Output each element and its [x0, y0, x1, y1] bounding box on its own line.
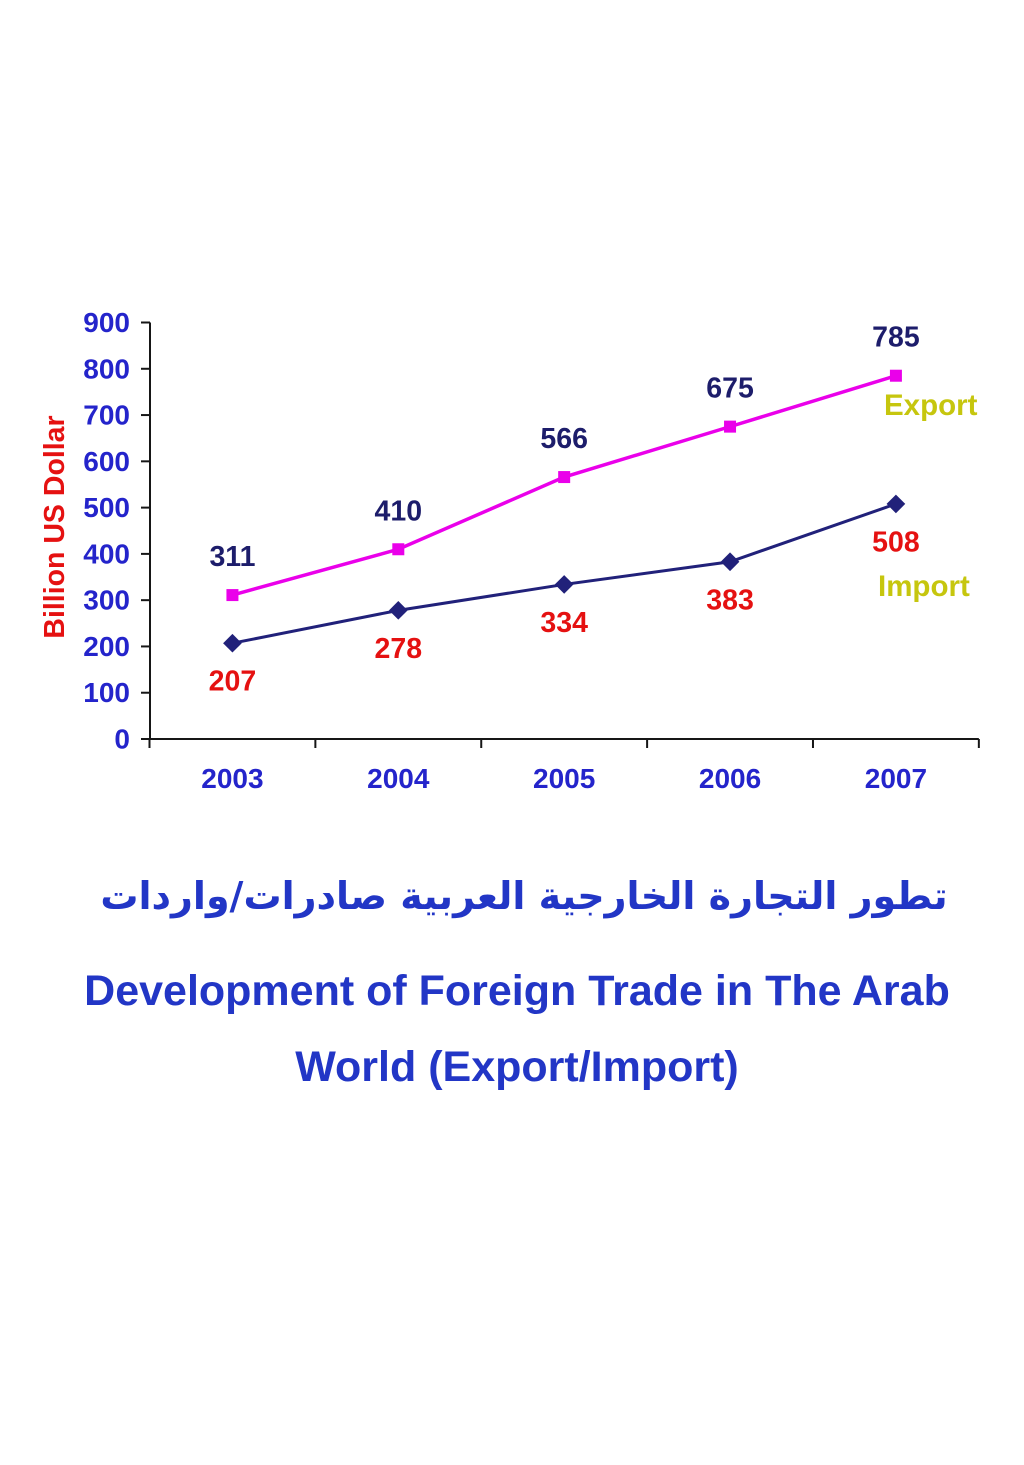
x-tick-label: 2006: [699, 763, 761, 794]
x-tick-label: 2007: [865, 763, 927, 794]
import-value-label: 383: [706, 584, 754, 616]
y-tick-label: 800: [83, 353, 130, 384]
y-tick-label: 100: [83, 677, 130, 708]
export-value-label: 311: [209, 541, 255, 573]
export-marker: [226, 589, 239, 602]
export-value-label: 785: [872, 322, 920, 354]
import-marker: [720, 552, 740, 572]
slide-title-english-line1: Development of Foreign Trade in The Arab: [84, 967, 950, 1015]
import-marker: [886, 494, 906, 514]
legend-export: Export: [884, 389, 978, 422]
export-marker: [392, 543, 405, 556]
x-tick-label: 2004: [367, 763, 430, 794]
y-tick-label: 900: [83, 307, 130, 338]
y-tick-label: 500: [83, 492, 130, 523]
import-marker: [554, 575, 574, 594]
foreign-trade-line-chart: 0 100 200 300 400 500 600 700 800 900 2003 2004 2005…: [39, 307, 980, 794]
export-marker: [558, 471, 571, 484]
import-value-label: 207: [209, 666, 257, 698]
slide-title-english-line2: World (Export/Import): [295, 1043, 739, 1091]
y-tick-label: 0: [114, 724, 130, 755]
export-value-label: 410: [375, 495, 423, 527]
export-marker: [889, 369, 902, 382]
slide-title-arabic: تطور التجارة الخارجية العربية صادرات/وار…: [100, 874, 948, 918]
export-value-label: 566: [540, 423, 588, 455]
import-value-label: 508: [872, 526, 920, 558]
y-tick-label: 600: [83, 446, 130, 477]
y-tick-label: 700: [83, 400, 130, 431]
y-tick-label: 200: [83, 631, 130, 662]
export-value-label: 675: [706, 373, 754, 405]
export-line: [231, 374, 897, 597]
x-tick-label: 2003: [201, 763, 263, 794]
y-axis-title: Billion US Dollar: [39, 415, 71, 638]
import-value-label: 278: [375, 633, 423, 665]
import-marker: [223, 633, 242, 653]
import-marker: [388, 601, 408, 620]
export-marker: [724, 420, 737, 433]
import-value-label: 334: [540, 607, 588, 639]
x-tick-label: 2005: [533, 763, 595, 794]
y-tick-label: 400: [83, 538, 130, 569]
legend-import: Import: [878, 570, 970, 603]
y-tick-label: 300: [83, 585, 130, 616]
